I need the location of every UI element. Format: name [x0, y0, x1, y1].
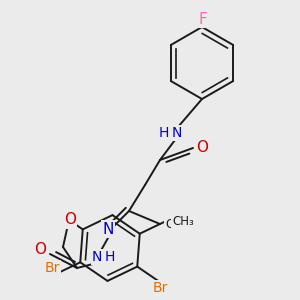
Text: H: H [105, 250, 115, 264]
Text: Br: Br [44, 261, 60, 275]
Text: F: F [199, 11, 207, 26]
Text: Br: Br [153, 281, 168, 296]
Text: CH₃: CH₃ [172, 215, 194, 228]
Text: N: N [92, 250, 102, 264]
Text: N: N [102, 221, 114, 236]
Text: O: O [34, 242, 46, 257]
Text: O: O [64, 212, 76, 227]
Text: H: H [159, 126, 169, 140]
Text: CH₃: CH₃ [165, 218, 187, 230]
Text: O: O [196, 140, 208, 155]
Text: N: N [172, 126, 182, 140]
